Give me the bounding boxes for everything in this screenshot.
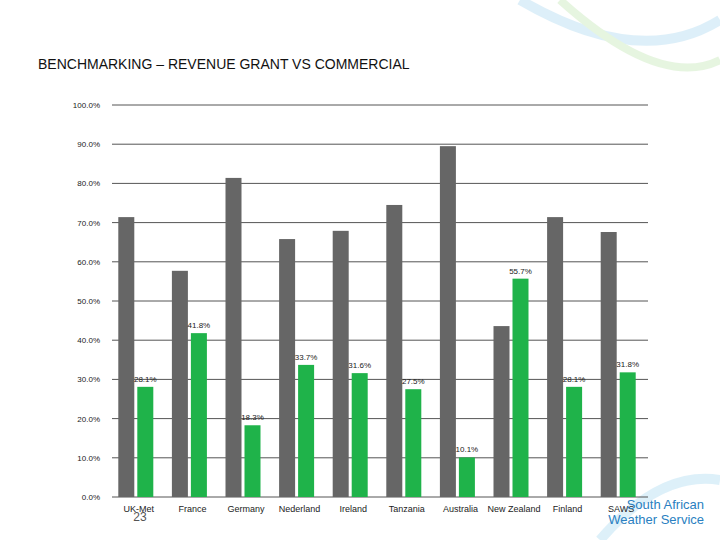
tick-label: 10.0% [77, 454, 100, 463]
category-label: Ireland [339, 504, 367, 514]
grid-line [112, 105, 648, 106]
category-label: France [178, 504, 206, 514]
bar [352, 373, 368, 497]
tick-label: 0.0% [82, 493, 100, 502]
grid-line [112, 261, 648, 262]
data-label: 28.1% [563, 375, 586, 384]
tick-label: 90.0% [77, 140, 100, 149]
category-label: Tanzania [389, 504, 425, 514]
data-label: 31.6% [348, 361, 371, 370]
category-label: Germany [227, 504, 265, 514]
tick-label: 20.0% [77, 415, 100, 424]
chart: BENCHMARKING – REVENUE GRANT VS COMMERCI… [0, 0, 720, 540]
bar [494, 326, 510, 497]
bar [459, 457, 475, 497]
tick-label: 70.0% [77, 219, 100, 228]
grid-line [112, 301, 648, 302]
category-label: Finland [553, 504, 583, 514]
title: BENCHMARKING – REVENUE GRANT VS COMMERCI… [38, 56, 410, 72]
bar [279, 239, 295, 497]
category-label: New Zealand [487, 504, 540, 514]
tick-label: 60.0% [77, 258, 100, 267]
swoosh [520, 0, 720, 41]
tick-label: 100.0% [73, 101, 100, 110]
bar [172, 271, 188, 497]
category-label: Nederland [279, 504, 321, 514]
grid-line [112, 222, 648, 223]
logo-text: Weather Service [608, 512, 704, 527]
tick-label: 50.0% [77, 297, 100, 306]
category-label: Australia [443, 504, 478, 514]
bar [226, 178, 242, 497]
data-label: 33.7% [295, 353, 318, 362]
decoration [520, 0, 720, 540]
page-number: 23 [133, 510, 147, 524]
bar [620, 372, 636, 497]
bar [245, 425, 261, 497]
data-label: 10.1% [456, 445, 479, 454]
grid-line [112, 144, 648, 145]
swoosh [560, 0, 720, 68]
bar [118, 217, 134, 497]
bar [333, 231, 349, 497]
tick-label: 40.0% [77, 336, 100, 345]
data-label: 27.5% [402, 377, 425, 386]
bars [118, 146, 635, 497]
data-label: 41.8% [188, 321, 211, 330]
data-label: 18.3% [241, 413, 264, 422]
bar [566, 387, 582, 497]
grid-line [112, 183, 648, 184]
swoosh [600, 479, 720, 540]
logo-text: South African [627, 497, 704, 512]
bar [386, 205, 402, 497]
bar [405, 389, 421, 497]
tick-label: 80.0% [77, 179, 100, 188]
bar [137, 387, 153, 497]
tick-label: 30.0% [77, 375, 100, 384]
bar [547, 217, 563, 497]
data-label: 55.7% [509, 267, 532, 276]
bar [298, 365, 314, 497]
page: BENCHMARKING – REVENUE GRANT VS COMMERCI… [0, 0, 720, 540]
bar [440, 146, 456, 497]
bar [513, 279, 529, 497]
data-label: 28.1% [134, 375, 157, 384]
bar [601, 232, 617, 497]
data-label: 31.8% [616, 360, 639, 369]
bar [191, 333, 207, 497]
